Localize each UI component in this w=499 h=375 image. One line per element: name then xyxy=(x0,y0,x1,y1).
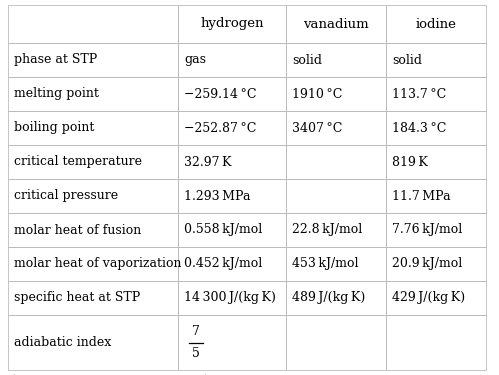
Bar xyxy=(386,315,486,370)
Text: 20.9 kJ/mol: 20.9 kJ/mol xyxy=(392,258,462,270)
Bar xyxy=(286,247,386,281)
Bar xyxy=(8,213,178,247)
Bar xyxy=(386,111,486,145)
Text: 453 kJ/mol: 453 kJ/mol xyxy=(292,258,358,270)
Bar xyxy=(178,281,286,315)
Text: solid: solid xyxy=(392,54,422,66)
Bar xyxy=(386,179,486,213)
Text: 7.76 kJ/mol: 7.76 kJ/mol xyxy=(392,224,462,237)
Text: 7: 7 xyxy=(192,325,200,338)
Bar xyxy=(386,5,486,43)
Text: boiling point: boiling point xyxy=(14,122,94,135)
Text: critical temperature: critical temperature xyxy=(14,156,142,168)
Bar xyxy=(286,179,386,213)
Text: 0.452 kJ/mol: 0.452 kJ/mol xyxy=(184,258,262,270)
Bar xyxy=(286,43,386,77)
Bar xyxy=(8,145,178,179)
Text: specific heat at STP: specific heat at STP xyxy=(14,291,140,304)
Bar xyxy=(8,179,178,213)
Text: 1910 °C: 1910 °C xyxy=(292,87,342,100)
Text: 184.3 °C: 184.3 °C xyxy=(392,122,447,135)
Bar xyxy=(386,77,486,111)
Text: 11.7 MPa: 11.7 MPa xyxy=(392,189,451,202)
Bar xyxy=(386,43,486,77)
Text: molar heat of fusion: molar heat of fusion xyxy=(14,224,141,237)
Bar xyxy=(178,315,286,370)
Text: 489 J/(kg K): 489 J/(kg K) xyxy=(292,291,365,304)
Text: solid: solid xyxy=(292,54,322,66)
Bar xyxy=(178,145,286,179)
Text: hydrogen: hydrogen xyxy=(200,18,264,30)
Text: 1.293 MPa: 1.293 MPa xyxy=(184,189,250,202)
Bar xyxy=(286,111,386,145)
Text: 32.97 K: 32.97 K xyxy=(184,156,232,168)
Bar xyxy=(286,213,386,247)
Bar xyxy=(286,145,386,179)
Bar xyxy=(178,43,286,77)
Text: 429 J/(kg K): 429 J/(kg K) xyxy=(392,291,465,304)
Text: iodine: iodine xyxy=(416,18,457,30)
Bar xyxy=(386,213,486,247)
Text: vanadium: vanadium xyxy=(303,18,369,30)
Bar xyxy=(386,281,486,315)
Bar xyxy=(8,247,178,281)
Text: 113.7 °C: 113.7 °C xyxy=(392,87,446,100)
Bar xyxy=(178,247,286,281)
Bar xyxy=(8,281,178,315)
Bar xyxy=(8,111,178,145)
Text: 14 300 J/(kg K): 14 300 J/(kg K) xyxy=(184,291,276,304)
Bar xyxy=(178,77,286,111)
Bar xyxy=(178,179,286,213)
Text: 5: 5 xyxy=(192,347,200,360)
Bar xyxy=(8,43,178,77)
Bar xyxy=(178,111,286,145)
Text: molar heat of vaporization: molar heat of vaporization xyxy=(14,258,182,270)
Bar xyxy=(286,77,386,111)
Text: −252.87 °C: −252.87 °C xyxy=(184,122,256,135)
Bar xyxy=(8,5,178,43)
Bar xyxy=(286,315,386,370)
Bar xyxy=(8,77,178,111)
Bar xyxy=(8,315,178,370)
Bar xyxy=(386,247,486,281)
Text: 819 K: 819 K xyxy=(392,156,428,168)
Text: (properties at standard conditions): (properties at standard conditions) xyxy=(10,374,208,375)
Bar xyxy=(178,213,286,247)
Text: 3407 °C: 3407 °C xyxy=(292,122,342,135)
Text: 22.8 kJ/mol: 22.8 kJ/mol xyxy=(292,224,362,237)
Bar xyxy=(386,145,486,179)
Text: 0.558 kJ/mol: 0.558 kJ/mol xyxy=(184,224,262,237)
Text: melting point: melting point xyxy=(14,87,99,100)
Text: −259.14 °C: −259.14 °C xyxy=(184,87,256,100)
Bar xyxy=(286,281,386,315)
Text: critical pressure: critical pressure xyxy=(14,189,118,202)
Text: adiabatic index: adiabatic index xyxy=(14,336,111,349)
Bar xyxy=(286,5,386,43)
Bar xyxy=(178,5,286,43)
Text: phase at STP: phase at STP xyxy=(14,54,97,66)
Text: gas: gas xyxy=(184,54,206,66)
